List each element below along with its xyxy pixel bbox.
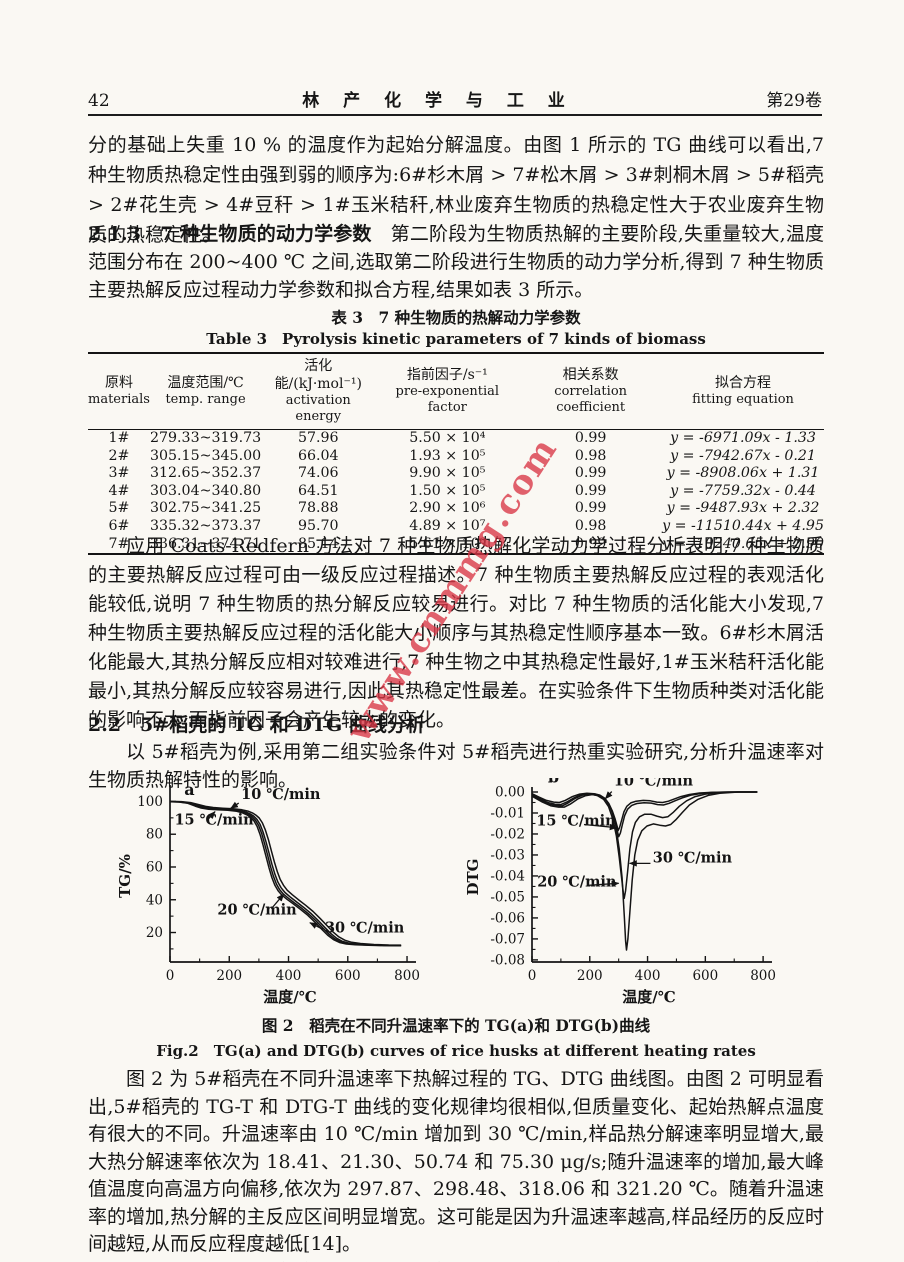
svg-text:TG/%: TG/%	[116, 854, 134, 898]
svg-text:DTG: DTG	[464, 859, 482, 896]
svg-text:-0.07: -0.07	[490, 931, 525, 947]
table3-column-header: 相关系数 correlation coefficient	[519, 353, 663, 430]
svg-text:0: 0	[166, 968, 175, 984]
table3-header: 原料 materials 温度范围/℃ temp. range 活化能/(kJ·mol⁻…	[88, 353, 824, 430]
section-2-1-3: 2.1.3 7 种生物质的动力学参数 第二阶段为生物质热解的主要阶段,失重量较大…	[88, 220, 824, 304]
svg-text:60: 60	[146, 859, 163, 875]
table3-row: 4# 303.04~340.80 64.51 1.50 × 10⁵ 0.99 y = -7…	[108, 482, 816, 499]
table3-row: 1# 279.33~319.73 57.96 5.50 × 10⁴ 0.99 y = -6…	[108, 430, 816, 446]
svg-text:100: 100	[137, 794, 163, 810]
svg-text:200: 200	[577, 968, 603, 984]
svg-text:800: 800	[394, 968, 420, 984]
svg-text:600: 600	[335, 968, 361, 984]
journal-title: 林 产 化 学 与 工 业	[302, 91, 574, 111]
table3-row: 2# 305.15~345.00 66.04 1.93 × 10⁵ 0.98 y = -7…	[108, 447, 816, 464]
tg-chart: 0 200 400 600 800 20 40 60 80 100 温度/℃ TG/% a 10 ℃/mi…	[116, 780, 420, 1006]
svg-text:20 ℃/min: 20 ℃/min	[537, 873, 617, 890]
bottom-paragraphs: 图 2 为 5#稻壳在不同升温速率下热解过程的 TG、DTG 曲线图。由图 2 …	[88, 1066, 824, 1262]
section-2-1-3-heading: 2.1.3 7 种生物质的动力学参数	[88, 223, 372, 245]
svg-text:200: 200	[216, 968, 242, 984]
table3-row: 6# 335.32~373.37 95.70 4.89 × 10⁷ 0.98 y = -1…	[108, 517, 824, 534]
svg-text:-0.01: -0.01	[490, 805, 525, 821]
svg-text:10 ℃/min: 10 ℃/min	[614, 778, 694, 790]
paragraph-table4-note: 表 4 结果显示,在实验条件下升温速率对活化能有较小的影响,而指前因子会产生较大…	[88, 1259, 824, 1262]
section-2-1-3-text: 第二阶段为生物质热解的主要阶段,失重量较大,温度范围分布在 200~400 ℃ …	[88, 223, 824, 301]
table3-row: 3# 312.65~352.37 74.06 9.90 × 10⁵ 0.99 y = -8…	[108, 465, 820, 482]
table3-body: 1# 279.33~319.73 57.96 5.50 × 10⁴ 0.99 y = -6…	[88, 430, 824, 555]
svg-text:15 ℃/min: 15 ℃/min	[174, 811, 254, 828]
table3-caption-en: Table 3 Pyrolysis kinetic parameters of …	[206, 330, 706, 348]
svg-text:30 ℃/min: 30 ℃/min	[325, 920, 405, 937]
table3-caption-zh: 表 3 7 种生物质的热解动力学参数	[331, 308, 581, 327]
figure2-caption-en: Fig.2 TG(a) and DTG(b) curves of rice hu…	[156, 1042, 756, 1060]
svg-text:温度/℃: 温度/℃	[263, 988, 316, 1006]
svg-text:-0.03: -0.03	[490, 847, 525, 863]
table3-column-header: 指前因子/s⁻¹ pre-exponential factor	[375, 353, 520, 430]
table3: 原料 materials 温度范围/℃ temp. range 活化能/(kJ·mol⁻…	[88, 352, 824, 556]
table3-column-header: 温度范围/℃ temp. range	[149, 353, 262, 430]
svg-text:40: 40	[146, 892, 163, 908]
figure2-caption-zh: 图 2 稻壳在不同升温速率下的 TG(a)和 DTG(b)曲线	[261, 1016, 651, 1035]
svg-text:10 ℃/min: 10 ℃/min	[241, 786, 321, 803]
svg-text:-0.05: -0.05	[490, 889, 525, 905]
header-rule	[88, 114, 822, 116]
svg-text:400: 400	[635, 968, 661, 984]
table3-row: 5# 302.75~341.25 78.88 2.90 × 10⁶ 0.99 y = -9…	[108, 500, 820, 517]
svg-text:0.00: 0.00	[495, 785, 525, 801]
svg-text:-0.02: -0.02	[490, 826, 525, 842]
page-number: 42	[88, 91, 110, 111]
svg-text:600: 600	[692, 968, 718, 984]
table3-row: 7# 336.31~374.71 85.14 5.61 × 10⁶ 0.99 y = -1…	[108, 535, 824, 552]
svg-text:a: a	[184, 780, 194, 799]
paragraph-fig2-discussion: 图 2 为 5#稻壳在不同升温速率下热解过程的 TG、DTG 曲线图。由图 2 …	[88, 1068, 824, 1255]
paragraph-2-2: 以 5#稻壳为例,采用第二组实验条件对 5#稻壳进行热重实验研究,分析升温速率对…	[88, 741, 824, 791]
svg-text:0: 0	[528, 968, 537, 984]
table3-column-header: 活化能/(kJ·mol⁻¹) activation energy	[261, 353, 376, 430]
svg-text:b: b	[548, 778, 559, 787]
volume-label: 第29卷	[766, 91, 822, 111]
svg-text:400: 400	[276, 968, 302, 984]
svg-text:800: 800	[750, 968, 776, 984]
table3-column-header: 拟合方程 fitting equation	[662, 353, 824, 430]
dtg-chart: 0 200 400 600 800 0.00 -0.01 -0.02 -0.03 -0.04 -0.…	[464, 778, 776, 1006]
svg-text:80: 80	[146, 827, 163, 843]
svg-text:30 ℃/min: 30 ℃/min	[653, 849, 733, 866]
paragraph-continued: 分的基础上失重 10 % 的温度作为起始分解温度。由图 1 所示的 TG 曲线可…	[88, 134, 824, 246]
svg-text:温度/℃: 温度/℃	[622, 988, 675, 1006]
svg-text:20: 20	[146, 925, 163, 941]
page-header: 42 林 产 化 学 与 工 业 第29卷	[88, 86, 822, 111]
svg-text:-0.06: -0.06	[490, 910, 525, 926]
section-2-2-heading: 2.2 5#稻壳的 TG 和 DTG 曲线分析	[88, 714, 425, 736]
figure2: 0 200 400 600 800 20 40 60 80 100 温度/℃ TG/% a 10 ℃/mi…	[88, 778, 824, 1010]
table3-column-header: 原料 materials	[88, 353, 150, 430]
paragraph-after-table: 应用 Coats-Redfern 方法对 7 种生物质热解化学动力学过程分析表明…	[88, 535, 824, 731]
svg-text:20 ℃/min: 20 ℃/min	[217, 901, 297, 918]
svg-text:-0.08: -0.08	[490, 952, 525, 968]
svg-text:-0.04: -0.04	[490, 868, 525, 884]
